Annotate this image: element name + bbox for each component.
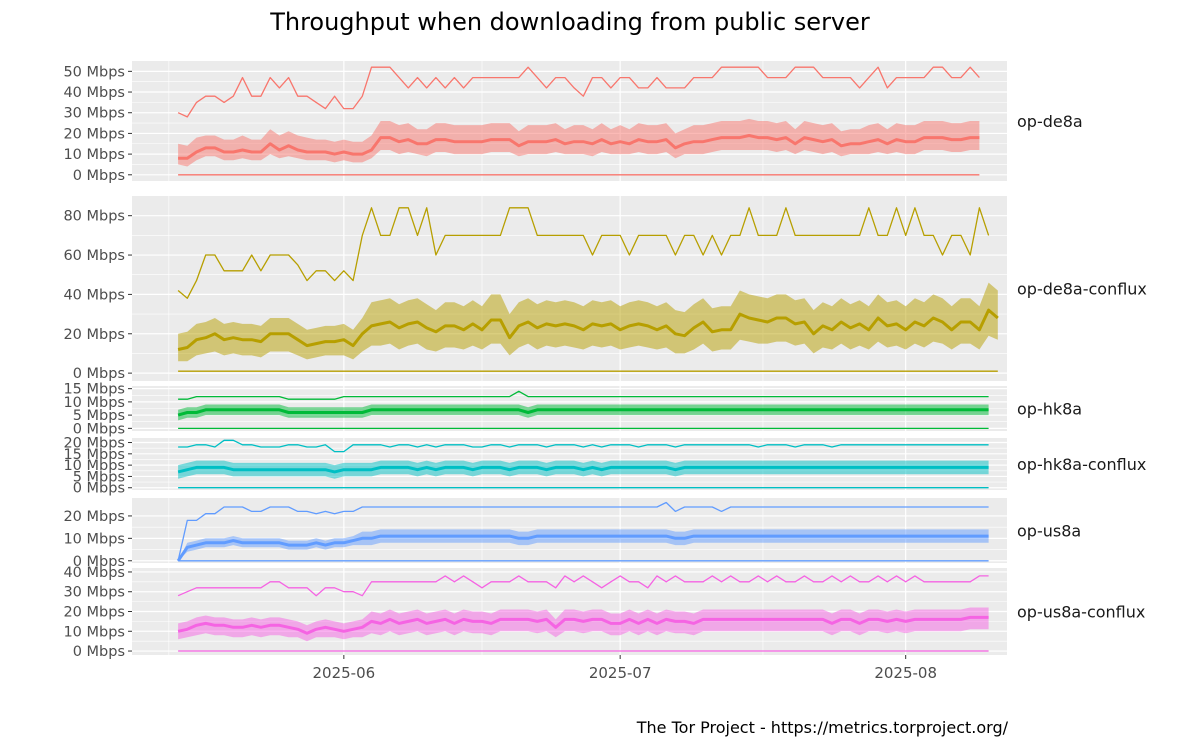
facet-label: op-hk8a	[1017, 400, 1082, 419]
y-tick-label: 10 Mbps	[63, 458, 125, 474]
y-tick-label: 10 Mbps	[63, 624, 125, 640]
y-tick-label: 40 Mbps	[63, 565, 125, 581]
y-tick-label: 5 Mbps	[73, 408, 125, 424]
credit-caption: The Tor Project - https://metrics.torpro…	[636, 718, 1008, 737]
max-line	[178, 439, 989, 453]
y-tick-label: 5 Mbps	[73, 469, 125, 485]
x-tick-label: 2025-08	[874, 664, 937, 682]
y-tick-label: 80 Mbps	[63, 209, 125, 225]
median-line	[177, 615, 989, 635]
y-tick-label: 10 Mbps	[63, 531, 125, 547]
y-tick-label: 15 Mbps	[63, 382, 125, 398]
facet-label: op-us8a-conflux	[1017, 603, 1145, 622]
y-tick-label: 40 Mbps	[63, 85, 125, 101]
facet-label: op-de8a-conflux	[1017, 280, 1147, 299]
median-line	[178, 134, 980, 160]
median-line	[177, 465, 989, 474]
max-line	[177, 575, 989, 597]
y-tick-label: 0 Mbps	[73, 366, 125, 382]
y-tick-label: 60 Mbps	[63, 248, 125, 264]
y-tick-label: 40 Mbps	[63, 287, 125, 303]
iqr-ribbon	[178, 282, 998, 362]
x-tick-label: 2025-07	[589, 664, 652, 682]
y-tick-label: 20 Mbps	[63, 509, 125, 525]
y-tick-label: 0 Mbps	[73, 421, 125, 437]
max-line	[177, 66, 980, 118]
median-line	[177, 308, 999, 351]
iqr-ribbon	[178, 607, 989, 642]
median-line	[176, 534, 989, 562]
facet-label: op-us8a	[1017, 522, 1081, 541]
facet-label: op-de8a	[1017, 112, 1083, 131]
y-tick-label: 20 Mbps	[63, 436, 125, 452]
y-tick-label: 20 Mbps	[63, 605, 125, 621]
y-tick-label: 50 Mbps	[63, 64, 125, 80]
y-tick-label: 0 Mbps	[73, 554, 125, 570]
max-line	[177, 501, 989, 561]
y-tick-label: 10 Mbps	[63, 395, 125, 411]
median-line	[177, 408, 989, 417]
panel-background	[132, 61, 1007, 181]
y-tick-label: 20 Mbps	[63, 327, 125, 343]
y-tick-label: 0 Mbps	[73, 168, 125, 184]
max-line	[177, 207, 990, 299]
y-tick-label: 15 Mbps	[63, 447, 125, 463]
y-tick-label: 30 Mbps	[63, 106, 125, 122]
y-tick-label: 20 Mbps	[63, 126, 125, 142]
y-tick-label: 30 Mbps	[63, 585, 125, 601]
y-tick-label: 10 Mbps	[63, 147, 125, 163]
y-tick-label: 0 Mbps	[73, 644, 125, 660]
max-line	[178, 390, 989, 400]
chart-title: Throughput when downloading from public …	[270, 8, 870, 36]
x-tick-label: 2025-06	[312, 664, 375, 682]
y-tick-label: 0 Mbps	[73, 481, 125, 497]
facet-label: op-hk8a-conflux	[1017, 455, 1146, 474]
